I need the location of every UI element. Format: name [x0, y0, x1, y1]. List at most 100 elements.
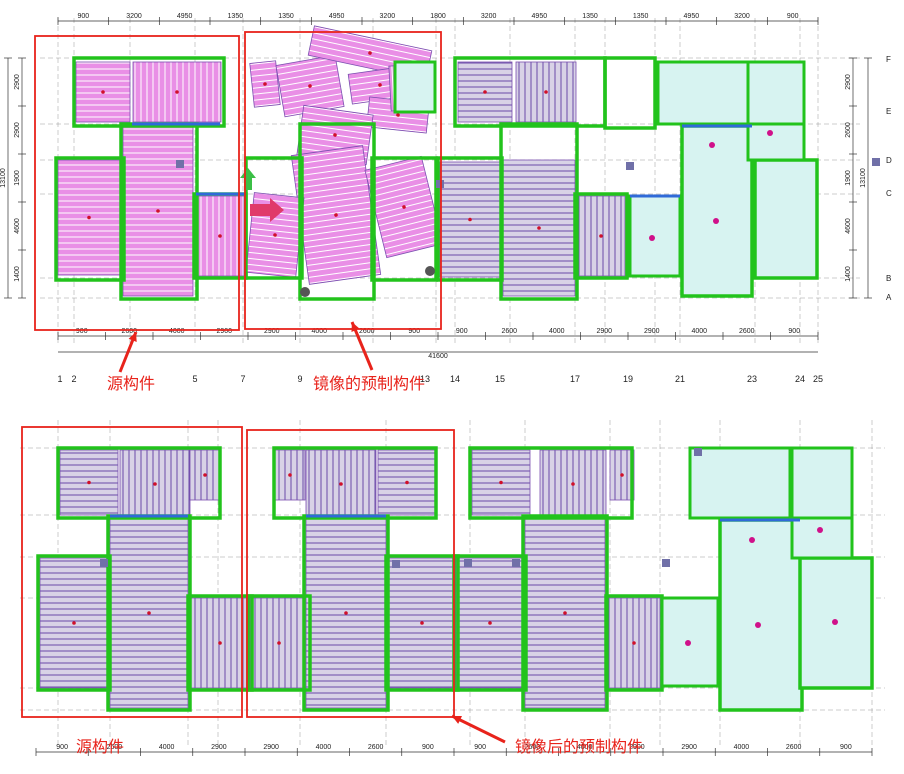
- top-dimension-label: 4950: [684, 13, 700, 20]
- cyan-slab: [718, 518, 804, 712]
- load-marker: [755, 622, 761, 628]
- bottom-dimension-label: 900: [840, 744, 852, 751]
- bottom-dimension-label: 900: [408, 328, 420, 335]
- slab-center-marker: [563, 611, 567, 615]
- bottom-source-box: [21, 426, 243, 718]
- up-arrow-icon: [240, 168, 256, 190]
- wall-outline: [72, 56, 226, 128]
- column-square: [464, 559, 472, 567]
- top-dimension-label: 900: [77, 13, 89, 20]
- slab-center-marker: [277, 641, 281, 645]
- bottom-dimension-label: 2900: [644, 328, 660, 335]
- top-dimension-label: 1800: [430, 13, 446, 20]
- axis-label: 13: [420, 374, 430, 384]
- mirrored-slab: [249, 60, 281, 108]
- top-dimension-label: 900: [787, 13, 799, 20]
- column-square: [512, 559, 520, 567]
- wall-outline: [499, 122, 579, 301]
- bottom-dimension-label: 2600: [525, 744, 541, 751]
- direction-arrow-icon: [250, 198, 284, 222]
- column-square: [872, 158, 880, 166]
- right-dimension-label: 1400: [845, 266, 852, 282]
- left-dimension-label: 2900: [14, 74, 21, 90]
- bottom-dimension-label: 4000: [169, 328, 185, 335]
- axis-label: 2: [71, 374, 76, 384]
- column-square: [626, 162, 634, 170]
- slab-center-marker: [378, 83, 382, 87]
- wall-outline: [244, 156, 304, 280]
- bottom-dimension-label: 2600: [786, 744, 802, 751]
- axis-label: 17: [570, 374, 580, 384]
- cyan-slab: [393, 60, 437, 114]
- bottom-dimension-label: 2900: [211, 744, 227, 751]
- slab-center-marker: [203, 473, 207, 477]
- wall-outline: [370, 156, 438, 282]
- slab-center-marker: [402, 205, 406, 209]
- slab-center-marker: [333, 133, 337, 137]
- slab-center-marker: [273, 233, 277, 237]
- wall-outline: [186, 594, 254, 692]
- slab-center-marker: [218, 641, 222, 645]
- load-marker: [685, 640, 691, 646]
- mirrored-slab: [364, 155, 444, 259]
- slab-center-marker: [544, 90, 548, 94]
- top-source-box: [34, 35, 240, 331]
- slab-center-marker: [537, 226, 541, 230]
- axis-label: 15: [495, 374, 505, 384]
- top-source-annotation: 源构件: [107, 374, 156, 393]
- mirrored-slab: [290, 145, 382, 285]
- slab-center-marker: [420, 621, 424, 625]
- slab-center-marker: [632, 641, 636, 645]
- bottom-dimension-label: 900: [422, 744, 434, 751]
- bottom-dimension-label: 4000: [159, 744, 175, 751]
- bottom-dimension-label: 900: [474, 744, 486, 751]
- load-marker: [713, 218, 719, 224]
- column-square: [176, 160, 184, 168]
- axis-label: 9: [297, 374, 302, 384]
- column-marker: [300, 287, 310, 297]
- slab-center-marker: [288, 473, 292, 477]
- cyan-slab: [656, 60, 750, 126]
- column-square: [662, 559, 670, 567]
- top-dimension-label: 4950: [177, 13, 193, 20]
- slab-center-marker: [405, 480, 409, 485]
- load-marker: [649, 235, 655, 241]
- bottom-source-annotation: 源构件: [76, 737, 125, 756]
- left-dimension-label: 1400: [14, 266, 21, 282]
- cyan-slab: [688, 446, 792, 520]
- slab-center-marker: [175, 90, 179, 94]
- wall-outline: [298, 122, 376, 301]
- axis-label: 19: [623, 374, 633, 384]
- bottom-dimension-label: 2600: [501, 328, 517, 335]
- load-marker: [832, 619, 838, 625]
- axis-label: 23: [747, 374, 757, 384]
- wall-outline: [54, 156, 126, 282]
- right-total-label: 13100: [860, 168, 867, 188]
- slab-center-marker: [483, 90, 487, 94]
- top-dimension-label: 1350: [633, 13, 649, 20]
- top-dimension-label: 3200: [126, 13, 142, 20]
- cyan-slab: [753, 158, 819, 280]
- right-dimension-label: 2900: [845, 74, 852, 90]
- bottom-dimension-label: 900: [788, 328, 800, 335]
- axis-label: 7: [240, 374, 245, 384]
- row-label: A: [886, 293, 892, 302]
- column-square: [392, 560, 400, 568]
- column-marker: [425, 266, 435, 276]
- bottom-dimension-label: 2600: [739, 328, 755, 335]
- axis-label: 5: [192, 374, 197, 384]
- row-label: D: [886, 156, 892, 165]
- bottom-dimension-label: 2900: [596, 328, 612, 335]
- bottom-dimension-label: 2900: [263, 744, 279, 751]
- bottom-dimension-label: 2900: [629, 744, 645, 751]
- wall-outline: [246, 594, 312, 692]
- bottom-dimension-label: 2600: [368, 744, 384, 751]
- slab-center-marker: [153, 482, 157, 486]
- column-square: [100, 559, 108, 567]
- top-dimension-label: 1350: [278, 13, 294, 20]
- left-dimension-label: 4600: [14, 218, 21, 234]
- top-dimension-label: 3200: [380, 13, 396, 20]
- bottom-dimension-label: 2600: [121, 328, 137, 335]
- cyan-slab: [790, 516, 854, 560]
